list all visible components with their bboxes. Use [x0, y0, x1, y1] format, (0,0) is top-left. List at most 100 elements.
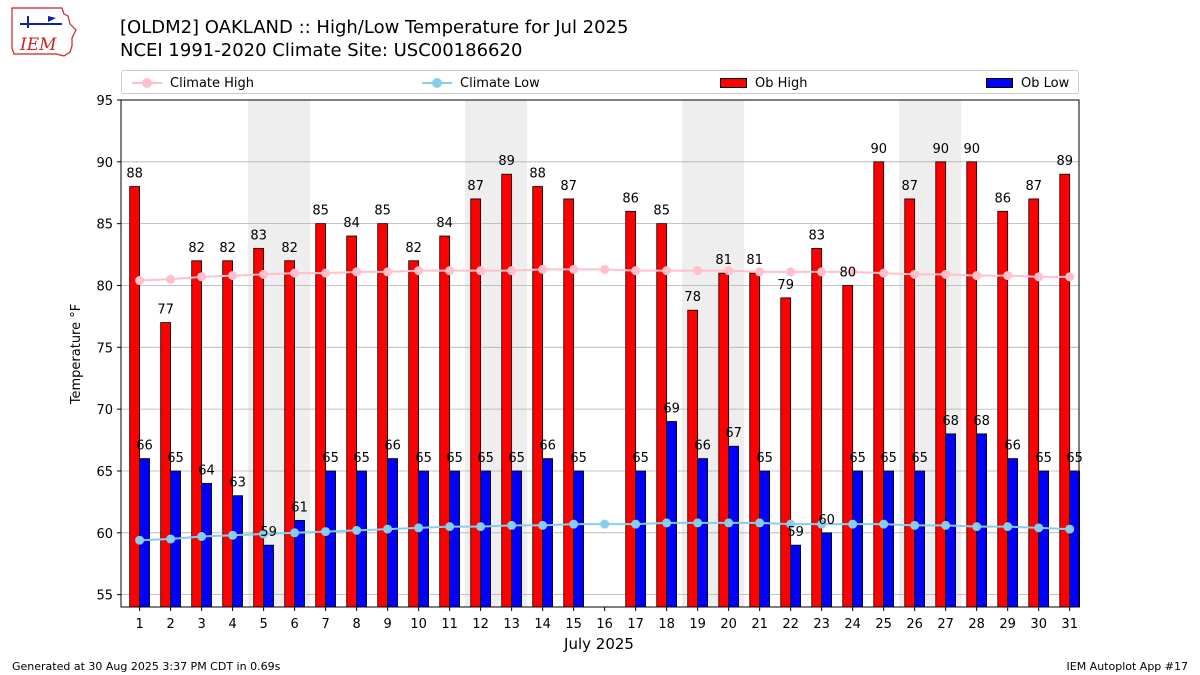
label-high-day-4: 82: [219, 241, 236, 256]
label-low-day-19: 66: [694, 439, 711, 454]
bar-high-day-14: [532, 186, 544, 608]
bar-low-day-1: [139, 458, 150, 608]
y-tick-label: 95: [96, 94, 113, 109]
climate-low-point-day-27: [941, 520, 951, 530]
x-tick-label: 8: [352, 617, 360, 632]
bar-high-day-19: [687, 309, 699, 608]
climate-low-point-day-7: [321, 527, 331, 537]
climate-low-point-day-24: [848, 519, 858, 529]
bar-low-day-27: [945, 433, 957, 608]
climate-high-point-day-10: [414, 266, 424, 276]
label-high-day-18: 85: [653, 204, 670, 219]
climate-high-point-day-30: [1034, 272, 1044, 282]
climate-low-point-day-17: [631, 519, 641, 529]
bar-low-day-3: [201, 482, 212, 608]
x-tick-label: 25: [875, 617, 892, 632]
label-high-day-14: 88: [529, 167, 546, 182]
x-tick-label: 14: [534, 617, 551, 632]
x-tick-label: 12: [472, 617, 489, 632]
y-tick-label: 75: [96, 341, 113, 356]
climate-low-point-day-26: [910, 520, 920, 530]
climate-high-point-day-24: [848, 267, 858, 277]
climate-high-point-day-8: [352, 267, 362, 277]
bar-low-day-24: [852, 470, 863, 608]
label-high-day-6: 82: [281, 241, 298, 256]
bar-low-day-11: [449, 470, 460, 608]
climate-high-point-day-17: [631, 266, 641, 276]
x-tick-label: 1: [135, 617, 143, 632]
climate-low-point-day-8: [352, 525, 362, 535]
climate-low-point-day-13: [507, 520, 517, 530]
climate-high-point-day-29: [1003, 271, 1013, 281]
bar-high-day-26: [904, 198, 916, 608]
label-low-day-30: 65: [1035, 451, 1052, 466]
bar-high-day-3: [191, 260, 203, 608]
bar-high-day-25: [873, 161, 885, 608]
legend-item-ob-high: Ob High: [720, 74, 808, 92]
bar-high-day-10: [408, 260, 420, 608]
climate-low-point-day-3: [197, 532, 207, 542]
label-high-day-29: 86: [994, 191, 1011, 206]
climate-low-point-day-31: [1065, 524, 1075, 534]
bar-low-day-7: [325, 470, 336, 608]
label-high-day-28: 90: [963, 142, 980, 157]
climate-high-point-day-21: [755, 267, 765, 277]
bar-low-day-18: [666, 421, 677, 608]
x-tick-label: 11: [441, 617, 458, 632]
bar-low-day-31: [1069, 470, 1081, 608]
climate-high-point-day-19: [693, 266, 703, 276]
climate-low-point-day-21: [755, 518, 765, 528]
footer-app: IEM Autoplot App #17: [1066, 660, 1189, 673]
y-tick-label: 80: [96, 279, 113, 294]
legend-item-climate-low: Climate Low: [422, 74, 540, 92]
bar-low-day-29: [1007, 458, 1019, 608]
climate-low-point-day-18: [662, 518, 672, 528]
bar-low-day-15: [573, 470, 584, 608]
climate-high-point-day-22: [786, 267, 796, 277]
climate-high-point-day-5: [259, 269, 269, 279]
climate-high-point-day-13: [507, 266, 517, 276]
bar-high-day-23: [811, 247, 823, 608]
climate-low-point-day-16: [600, 519, 610, 529]
bar-high-day-28: [966, 161, 978, 608]
climate-high-point-day-11: [445, 266, 455, 276]
climate-low-point-day-23: [817, 519, 827, 529]
climate-low-point-day-5: [259, 529, 269, 539]
climate-low-point-day-29: [1003, 522, 1013, 532]
label-low-day-23: 60: [818, 513, 835, 528]
label-low-day-26: 65: [911, 451, 928, 466]
label-low-day-7: 65: [322, 451, 339, 466]
label-high-day-3: 82: [188, 241, 205, 256]
label-high-day-30: 87: [1025, 179, 1042, 194]
label-high-day-26: 87: [901, 179, 918, 194]
climate-low-point-day-6: [290, 528, 300, 538]
y-axis-label: Temperature °F: [69, 304, 84, 405]
bar-high-day-6: [284, 260, 296, 608]
ob-low-swatch-icon: [986, 78, 1013, 88]
label-high-day-23: 83: [808, 228, 825, 243]
bar-low-day-28: [976, 433, 988, 608]
bar-high-day-24: [842, 285, 854, 608]
bar-high-day-31: [1059, 173, 1071, 608]
label-high-day-7: 85: [312, 204, 329, 219]
legend: Climate High Climate Low Ob High Ob Low: [121, 70, 1079, 94]
x-tick-label: 21: [751, 617, 768, 632]
iem-logo: IEM: [11, 7, 77, 57]
x-tick-label: 5: [259, 617, 267, 632]
climate-low-point-day-1: [135, 535, 145, 545]
bar-low-day-23: [821, 532, 832, 608]
x-tick-label: 15: [565, 617, 582, 632]
climate-low-point-day-11: [445, 522, 455, 532]
label-low-day-13: 65: [508, 451, 525, 466]
climate-high-point-day-28: [972, 271, 982, 281]
bar-high-day-29: [997, 210, 1009, 608]
x-tick-label: 9: [383, 617, 391, 632]
climate-high-point-day-7: [321, 268, 331, 278]
climate-high-point-day-3: [197, 272, 207, 282]
climate-high-point-day-15: [569, 264, 579, 274]
label-high-day-15: 87: [560, 179, 577, 194]
climate-lines: [135, 264, 1075, 545]
x-tick-label: 17: [627, 617, 644, 632]
bar-labels: 88 66 77 65 82 64 82 63 83 59 82 61 85 65 84 65 85 66 82 65…: [126, 142, 1083, 540]
